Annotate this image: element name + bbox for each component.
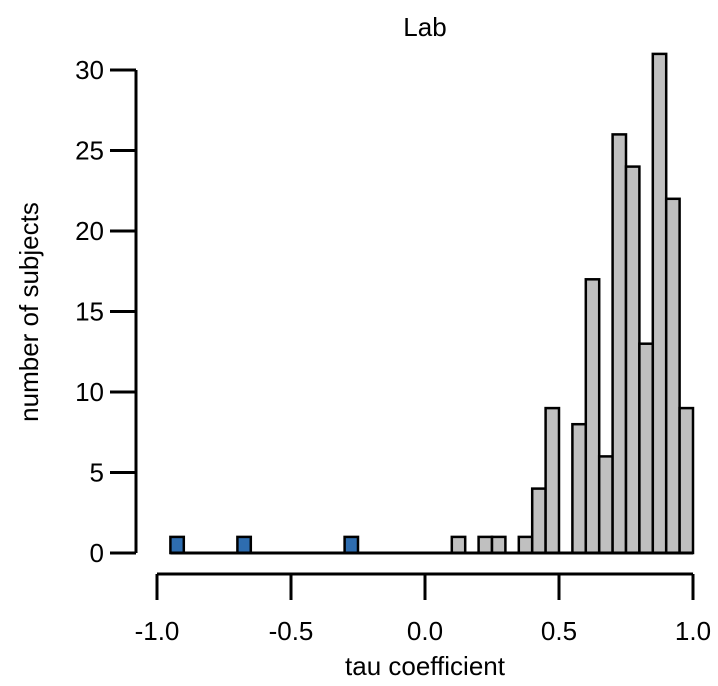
x-axis-title: tau coefficient (345, 651, 506, 681)
chart-title: Lab (403, 12, 446, 42)
histogram-bar (343, 535, 360, 555)
y-axis-title: number of subjects (14, 202, 44, 422)
histogram-bar (477, 535, 494, 555)
y-tick-label: 5 (90, 458, 104, 488)
histogram-bar (638, 342, 655, 555)
histogram-bar (624, 165, 641, 555)
y-ticks-group: 0 5 10 15 20 25 30 (75, 55, 136, 568)
y-tick-label: 10 (75, 377, 104, 407)
bars-group (169, 52, 695, 555)
histogram-bar (678, 406, 695, 555)
x-tick-label: -1.0 (135, 616, 180, 646)
y-tick-label: 30 (75, 55, 104, 85)
histogram-bar (169, 535, 186, 555)
x-tick-label: -0.5 (269, 616, 314, 646)
histogram-bar (571, 422, 588, 555)
histogram-bar (450, 535, 467, 555)
histogram-bar (584, 278, 601, 555)
histogram-bar (651, 52, 668, 555)
histogram-bar (517, 535, 534, 555)
histogram-bar (611, 133, 628, 555)
histogram-bar (530, 487, 547, 555)
histogram-bar (664, 197, 681, 555)
x-tick-label: 0.0 (407, 616, 443, 646)
y-tick-label: 15 (75, 297, 104, 327)
histogram-bar (597, 455, 614, 555)
y-tick-label: 0 (90, 538, 104, 568)
y-tick-label: 20 (75, 216, 104, 246)
x-tick-label: 1.0 (675, 616, 711, 646)
histogram-bar (544, 406, 561, 555)
x-ticks-group: -1.0 -0.5 0.0 0.5 1.0 (135, 574, 711, 646)
histogram-bar (236, 535, 253, 555)
histogram-bar (490, 535, 507, 555)
x-tick-label: 0.5 (541, 616, 577, 646)
y-tick-label: 25 (75, 136, 104, 166)
